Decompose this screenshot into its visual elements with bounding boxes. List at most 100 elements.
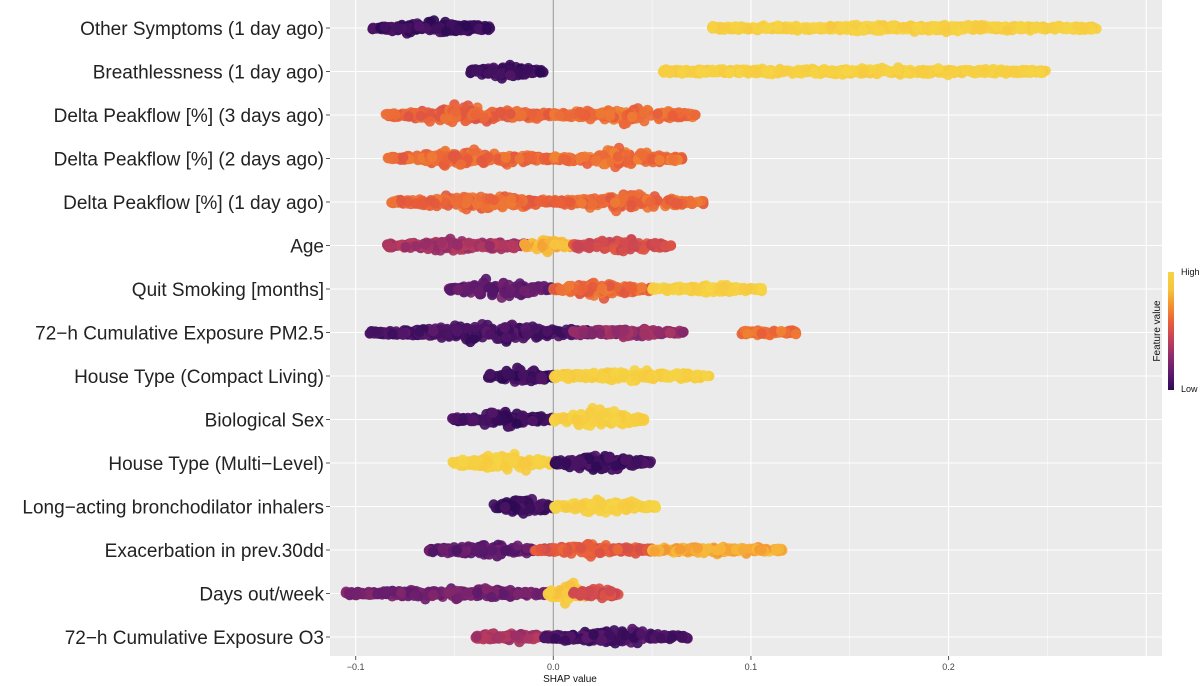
shap-point xyxy=(385,242,396,253)
shap-point xyxy=(930,20,941,32)
shap-point xyxy=(841,66,853,77)
shap-point xyxy=(644,372,656,384)
shap-point xyxy=(562,371,573,382)
shap-point xyxy=(588,367,600,378)
shap-point xyxy=(682,284,693,295)
shap-point xyxy=(672,198,684,209)
shap-point xyxy=(1017,66,1029,77)
feature-swarm xyxy=(382,142,688,173)
shap-point xyxy=(648,282,659,293)
shap-point xyxy=(451,192,463,203)
shap-point xyxy=(960,64,971,76)
shap-point xyxy=(595,496,606,507)
shap-point xyxy=(825,21,836,32)
shap-point xyxy=(500,152,512,163)
shap-point xyxy=(517,369,529,381)
shap-point xyxy=(918,68,929,79)
shap-point xyxy=(410,241,422,252)
shap-point xyxy=(452,25,463,36)
shap-point xyxy=(396,195,407,207)
shap-point xyxy=(572,240,583,251)
shap-point xyxy=(470,109,481,120)
shap-point xyxy=(654,327,665,338)
shap-point xyxy=(661,285,672,296)
shap-point xyxy=(756,283,767,295)
shap-point xyxy=(439,113,451,124)
shap-point xyxy=(634,500,645,511)
shap-point xyxy=(499,415,510,426)
shap-point xyxy=(974,24,986,35)
shap-point xyxy=(671,368,682,379)
shap-point xyxy=(808,22,819,33)
shap-point xyxy=(467,413,478,424)
shap-point xyxy=(751,68,762,79)
shap-point xyxy=(561,457,572,469)
shap-point xyxy=(665,327,676,338)
shap-point xyxy=(450,238,461,250)
shap-point xyxy=(527,415,538,427)
shap-point xyxy=(473,286,484,297)
shap-point xyxy=(654,154,665,166)
shap-point xyxy=(387,328,398,340)
shap-point xyxy=(384,152,395,164)
shap-point xyxy=(391,22,402,33)
shap-point xyxy=(576,197,587,209)
shap-point xyxy=(521,328,533,340)
shap-point xyxy=(624,281,636,292)
shap-point xyxy=(485,193,496,204)
shap-point xyxy=(892,65,904,76)
shap-point xyxy=(999,66,1010,77)
shap-point xyxy=(487,407,499,418)
shap-point xyxy=(484,240,495,251)
shap-point xyxy=(707,22,718,33)
shap-point xyxy=(462,193,474,205)
shap-point xyxy=(738,283,750,294)
shap-point xyxy=(565,197,576,208)
shap-point xyxy=(440,26,452,37)
shap-point xyxy=(431,23,442,34)
shap-point xyxy=(636,282,648,293)
feature-swarm xyxy=(367,15,1102,39)
shap-point xyxy=(608,406,620,417)
shap-point xyxy=(616,501,628,512)
shap-point xyxy=(482,457,494,468)
shap-point xyxy=(612,151,624,162)
shap-point xyxy=(506,239,517,251)
shap-point xyxy=(585,498,597,510)
shap-point xyxy=(826,66,837,77)
shap-point xyxy=(458,456,469,467)
shap-point xyxy=(730,21,741,32)
shap-point xyxy=(609,197,621,208)
shap-point xyxy=(558,153,569,165)
shap-point xyxy=(595,108,606,119)
shap-point xyxy=(619,454,631,466)
shap-point xyxy=(690,370,701,382)
shap-point xyxy=(858,24,869,35)
shap-point xyxy=(410,198,421,209)
shap-point xyxy=(501,332,512,343)
shap-point xyxy=(942,69,954,81)
shap-point xyxy=(631,457,642,468)
shap-point xyxy=(511,418,522,429)
shap-point xyxy=(450,106,462,118)
shap-point xyxy=(390,109,401,121)
shap-point xyxy=(501,369,513,380)
shap-point xyxy=(1001,25,1013,36)
shap-point xyxy=(609,367,620,378)
shap-point xyxy=(874,25,886,36)
shap-point xyxy=(1017,21,1028,33)
shap-point xyxy=(505,108,516,120)
shap-point xyxy=(1034,66,1046,78)
shap-point xyxy=(499,501,511,513)
shap-point xyxy=(584,242,595,254)
shap-point xyxy=(428,325,439,337)
shap-point xyxy=(628,239,639,250)
shap-point xyxy=(436,237,447,249)
shap-point xyxy=(681,369,693,380)
shap-point xyxy=(635,148,647,159)
shap-point xyxy=(659,240,670,252)
shap-point xyxy=(413,21,425,32)
shap-point xyxy=(526,375,537,387)
shap-point xyxy=(933,63,944,74)
